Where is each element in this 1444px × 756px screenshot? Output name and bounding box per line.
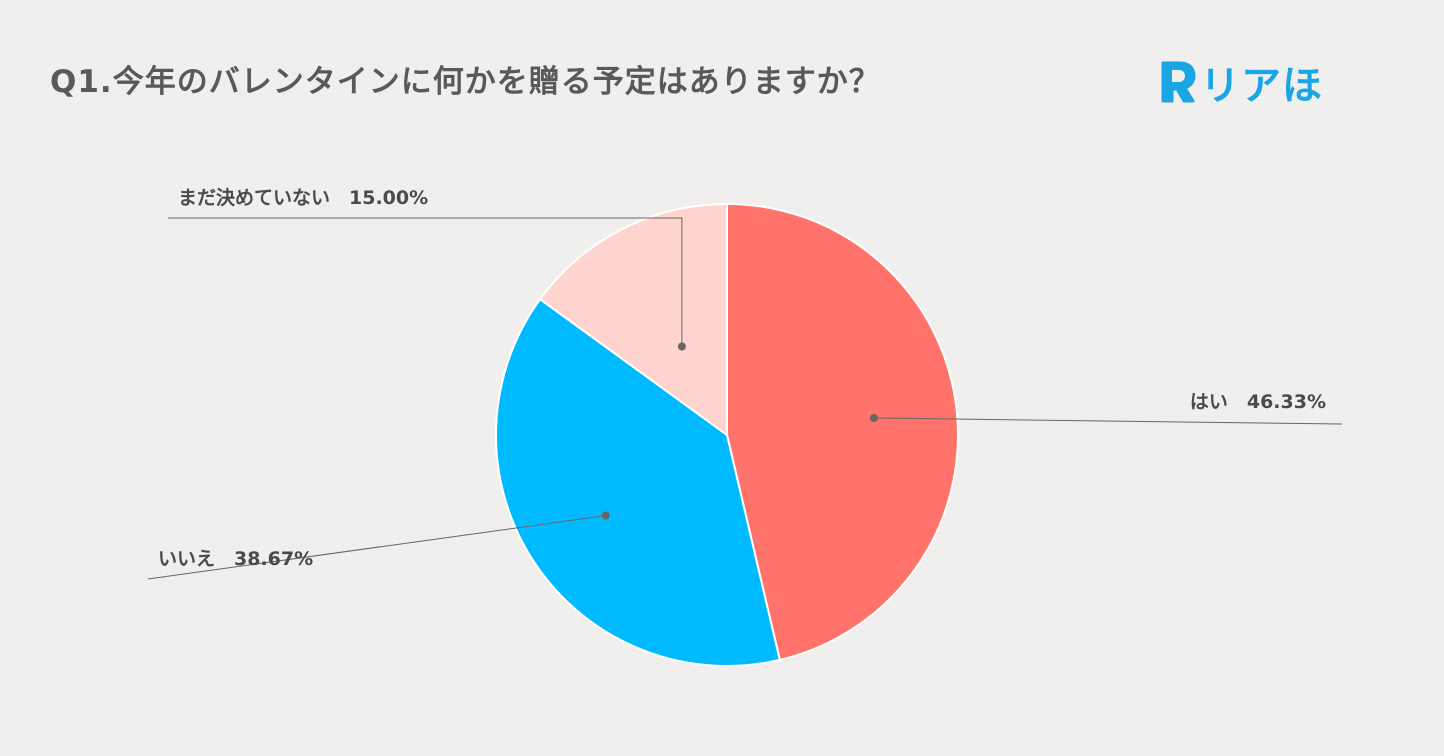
brand-logo: リアほ	[1156, 52, 1323, 112]
pie-slices	[495, 202, 959, 667]
brand-logo-r-icon	[1161, 61, 1196, 103]
leader-dot-0	[869, 413, 878, 422]
leader-line-2	[168, 217, 683, 347]
leader-dot-2	[677, 342, 686, 351]
pie-slice-2	[538, 202, 728, 437]
leader-line-0	[873, 417, 1343, 425]
leader-dot-1	[601, 511, 610, 520]
pie-slice-0	[726, 202, 959, 662]
leader-lines	[147, 217, 1343, 580]
pie-slice-1	[495, 297, 781, 667]
slice-label-0: はい 46.33%	[1190, 391, 1326, 413]
slice-labels: はい 46.33% いいえ 38.67% まだ決めていない 15.00%	[158, 187, 1326, 570]
leader-line-1	[147, 515, 606, 580]
slice-label-1: いいえ 38.67%	[158, 548, 313, 570]
slice-label-2: まだ決めていない 15.00%	[178, 187, 428, 209]
chart-title: Q1.今年のバレンタインに何かを贈る予定はありますか？	[50, 64, 881, 100]
brand-logo-text: リアほ	[1200, 63, 1323, 109]
